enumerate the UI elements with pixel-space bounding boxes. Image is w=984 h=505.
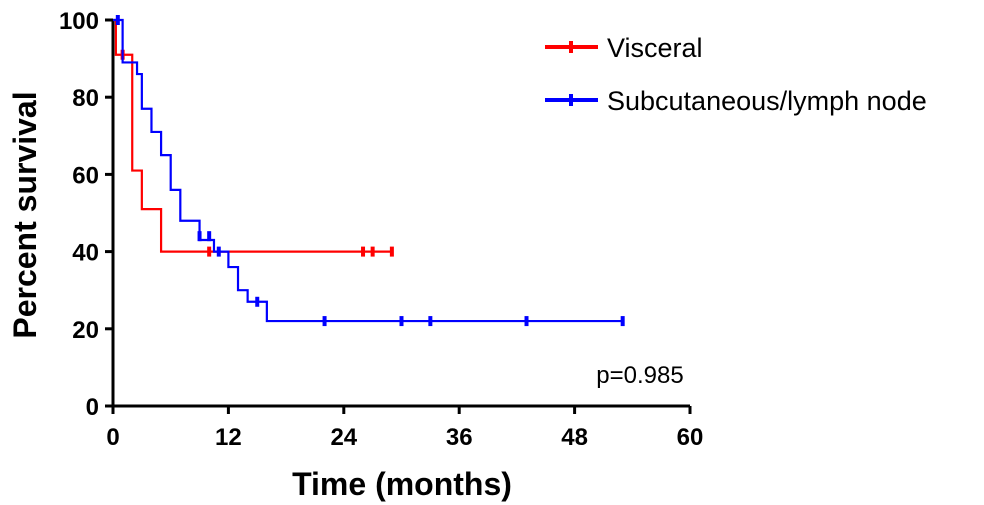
- legend-label: Subcutaneous/lymph node: [607, 86, 927, 116]
- axes: [111, 20, 690, 408]
- survival-curve: [113, 18, 392, 253]
- legend-item: Subcutaneous/lymph node: [545, 86, 927, 116]
- x-tick-label: 48: [561, 424, 588, 451]
- x-tick-label: 0: [106, 424, 119, 451]
- x-axis-title: Time (months): [292, 466, 512, 502]
- series-1: [113, 15, 625, 327]
- y-tick-label: 20: [72, 317, 99, 344]
- legend: Visceral Subcutaneous/lymph node: [545, 33, 927, 116]
- y-tick-label: 40: [72, 240, 99, 267]
- legend-item: Visceral: [545, 33, 703, 63]
- y-tick-label: 100: [59, 8, 99, 35]
- survival-curve: [113, 18, 623, 323]
- series-layer: [113, 15, 625, 327]
- x-tick-label: 12: [215, 424, 242, 451]
- series-0: [113, 18, 394, 257]
- x-tick-label: 60: [677, 424, 704, 451]
- y-tick-label: 80: [72, 85, 99, 112]
- p-value-annotation: p=0.985: [596, 362, 683, 389]
- y-axis-title: Percent survival: [7, 91, 43, 338]
- x-tick-label: 24: [330, 424, 357, 451]
- ticks: 0 12 24 36 48 60 0 20 40 60 80 100: [59, 8, 703, 451]
- y-tick-label: 60: [72, 162, 99, 189]
- x-tick-label: 36: [446, 424, 473, 451]
- legend-label: Visceral: [607, 33, 703, 63]
- y-tick-label: 0: [86, 394, 99, 421]
